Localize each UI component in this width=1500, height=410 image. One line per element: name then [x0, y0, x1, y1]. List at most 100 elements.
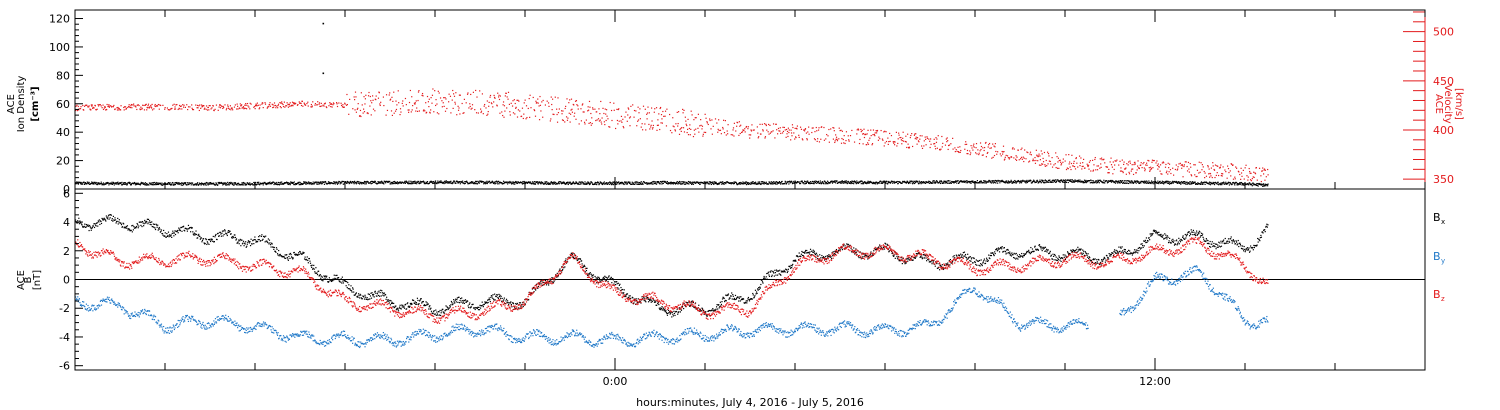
density-point: [758, 182, 760, 184]
velocity-point: [96, 108, 98, 110]
density-point: [784, 182, 786, 184]
velocity-point: [1246, 175, 1248, 177]
density-point: [349, 182, 351, 184]
velocity-point: [603, 121, 605, 123]
density-point: [763, 183, 765, 185]
velocity-point: [637, 119, 640, 121]
density-point: [1229, 182, 1231, 184]
density-point: [1006, 182, 1009, 184]
density-point: [591, 182, 593, 184]
density-point: [95, 182, 97, 184]
velocity-point: [1195, 175, 1197, 178]
density-point: [717, 183, 719, 185]
velocity-point: [146, 109, 148, 111]
Bx-point: [367, 299, 369, 301]
density-point: [332, 182, 335, 185]
density-point: [437, 180, 439, 182]
density-point: [723, 183, 725, 185]
velocity-point: [415, 110, 417, 112]
velocity-point: [469, 105, 471, 108]
velocity-point: [332, 102, 335, 104]
velocity-point: [683, 131, 686, 133]
density-point: [660, 181, 663, 183]
Bx-point: [283, 257, 286, 259]
density-point: [1190, 181, 1192, 183]
Bx-point: [328, 277, 330, 279]
density-point: [1208, 182, 1210, 185]
Bx-point: [296, 253, 298, 256]
density-point: [93, 181, 96, 184]
velocity-point: [982, 147, 984, 149]
density-point: [1069, 180, 1071, 182]
velocity-point: [896, 145, 898, 147]
density-point: [735, 181, 737, 184]
velocity-point: [648, 112, 650, 114]
density-point: [340, 182, 343, 184]
Bx-point: [166, 235, 168, 238]
density-point: [349, 180, 352, 183]
velocity-point: [1081, 168, 1083, 170]
Bx-point: [156, 226, 158, 228]
density-point: [156, 183, 158, 186]
Bx-point: [131, 225, 133, 227]
velocity-point: [709, 119, 711, 122]
velocity-point: [972, 145, 974, 147]
density-point: [1039, 179, 1041, 181]
Bx-point: [353, 291, 355, 293]
density-point: [1013, 181, 1015, 184]
density-point: [887, 183, 889, 185]
velocity-point: [1072, 165, 1074, 167]
density-point: [1196, 183, 1199, 185]
density-point: [1202, 183, 1204, 186]
density-point: [76, 181, 78, 183]
density-point: [646, 182, 648, 184]
velocity-point: [744, 131, 746, 133]
velocity-point: [425, 102, 427, 104]
velocity-point: [408, 101, 411, 104]
density-point: [1078, 180, 1081, 183]
velocity-point: [93, 107, 95, 109]
density-point: [1256, 182, 1258, 185]
velocity-point: [1024, 149, 1026, 151]
density-point: [1247, 182, 1249, 185]
velocity-point: [348, 113, 350, 115]
velocity-point: [610, 109, 613, 112]
density-point: [757, 182, 759, 185]
Bx-point: [183, 225, 185, 227]
Bx-point: [383, 295, 385, 297]
Bx-point: [126, 227, 128, 229]
density-point: [948, 180, 950, 182]
density-point: [498, 183, 500, 185]
density-point: [492, 182, 494, 184]
velocity-point: [611, 119, 613, 122]
velocity-point: [701, 125, 704, 127]
density-point: [1181, 181, 1183, 183]
velocity-point: [1159, 164, 1162, 166]
velocity-point: [1095, 169, 1097, 171]
velocity-point: [483, 105, 485, 107]
velocity-point: [1214, 164, 1217, 166]
density-point: [112, 182, 114, 185]
Bx-point: [178, 227, 180, 229]
velocity-point: [620, 115, 623, 118]
density-point: [533, 183, 535, 185]
velocity-point: [912, 145, 914, 148]
density-point: [531, 182, 533, 184]
density-point: [679, 183, 681, 185]
density-point: [565, 183, 567, 185]
velocity-point: [1060, 164, 1062, 166]
density-point: [396, 182, 398, 184]
velocity-point: [768, 133, 770, 135]
velocity-point: [664, 110, 667, 112]
density-point: [218, 183, 220, 185]
density-point: [676, 181, 678, 184]
velocity-point: [694, 117, 696, 119]
density-point: [426, 181, 428, 183]
velocity-point: [565, 105, 567, 108]
velocity-point: [88, 105, 90, 107]
density-point: [1046, 180, 1048, 182]
velocity-point: [156, 105, 159, 107]
velocity-point: [1189, 162, 1191, 165]
Bx-point: [97, 220, 99, 222]
velocity-point: [791, 124, 794, 126]
